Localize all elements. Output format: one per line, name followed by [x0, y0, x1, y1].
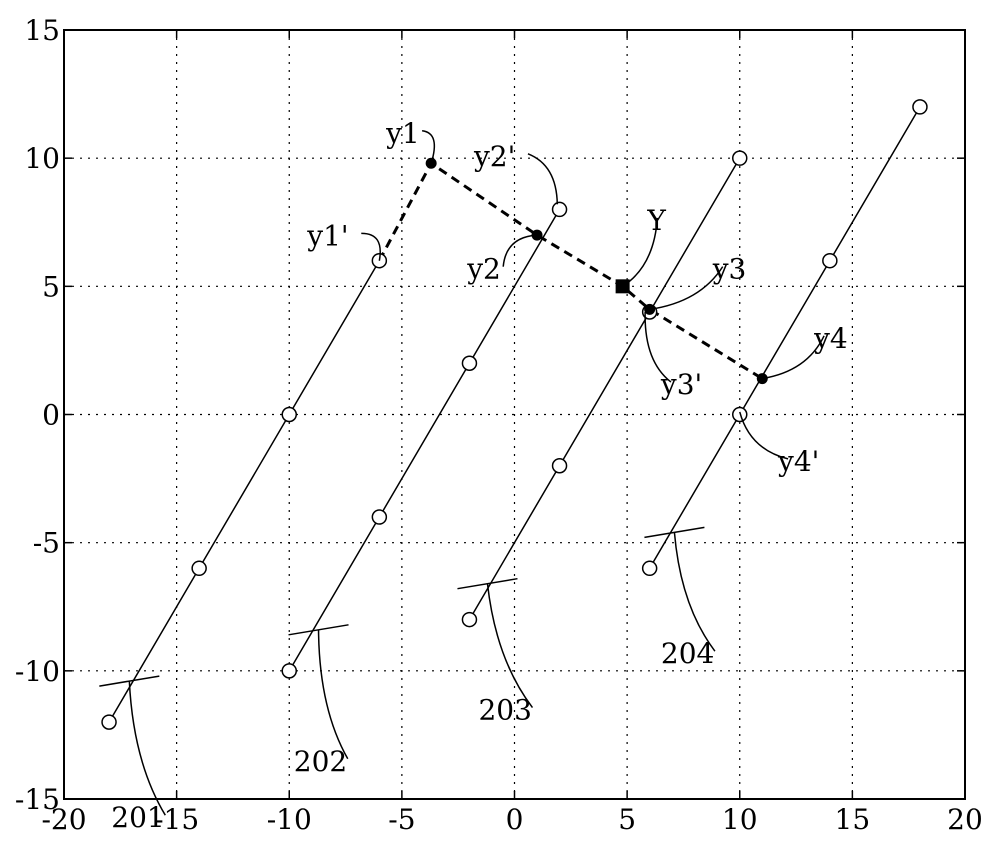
- x-tick-label: 15: [835, 803, 871, 836]
- annotation-leader: [739, 411, 789, 460]
- annotation-label: y4: [813, 322, 848, 355]
- open-circle-point: [461, 611, 478, 628]
- open-circle-point: [101, 714, 117, 730]
- series-lines: [108, 106, 921, 723]
- axis-ticks: [63, 29, 966, 800]
- annotation-label: y3': [660, 368, 702, 401]
- annotation-leader: [644, 311, 672, 383]
- open-circle-point: [551, 458, 568, 474]
- annotation-label: 203: [478, 694, 531, 727]
- annotation-leader: [317, 629, 349, 760]
- annotations: y1 y1' y2' y2 Yy3 y3' y4 y4' 201 202 203 204: [111, 117, 847, 834]
- annotation-label: y1: [385, 117, 420, 150]
- annotation-leader: [673, 532, 716, 652]
- y-tick-label: -10: [15, 655, 60, 688]
- open-circle-point: [641, 560, 658, 577]
- x-tick-label: -5: [388, 803, 415, 836]
- annotation-label: y3: [712, 253, 747, 286]
- annotation-leader: [527, 153, 559, 205]
- y-tick-label: 10: [24, 142, 60, 175]
- cross-tick-mark: [457, 577, 518, 590]
- annotation-leader: [762, 335, 825, 380]
- annotation-label: 204: [661, 637, 714, 670]
- y-tick-label: -15: [15, 783, 60, 816]
- open-circle-point: [191, 560, 207, 577]
- annotation-label: 201: [111, 801, 164, 834]
- open-circle-point: [822, 252, 838, 269]
- annotation-label: y4': [777, 445, 819, 478]
- annotation-leader: [128, 681, 166, 816]
- open-circle-point: [281, 663, 297, 679]
- x-tick-label: -10: [267, 803, 312, 836]
- x-tick-label: 10: [722, 803, 758, 836]
- open-circle-point: [732, 150, 748, 166]
- series-line: [108, 260, 380, 723]
- open-circle-point: [912, 99, 928, 115]
- x-tick-label: 5: [618, 803, 636, 836]
- y-tick-label: -5: [33, 527, 60, 560]
- open-circle-point: [461, 355, 478, 371]
- annotation-label: y2': [473, 140, 515, 173]
- x-tick-label: 20: [947, 803, 981, 836]
- series-line: [288, 209, 561, 672]
- annotation-label: 202: [294, 745, 347, 778]
- annotation-label: Y: [646, 204, 666, 237]
- annotation-leader: [421, 130, 436, 164]
- annotation-leader: [649, 266, 724, 311]
- open-circle-point: [281, 406, 297, 423]
- x-tick-label: 0: [506, 803, 524, 836]
- y-tick-label: 15: [24, 14, 60, 47]
- annotation-label: y2: [466, 253, 501, 286]
- annotation-label: y1': [306, 219, 348, 252]
- annotation-leader: [502, 234, 538, 267]
- series-line: [649, 106, 921, 569]
- x-tick-label: -20: [41, 803, 86, 836]
- dashed-path: [378, 161, 764, 380]
- y-tick-label: 5: [42, 270, 60, 303]
- open-circle-point: [371, 509, 388, 525]
- annotation-leader: [486, 583, 534, 708]
- open-circle-point: [551, 201, 568, 218]
- y-tick-label: 0: [42, 399, 60, 432]
- annotation-leader: [622, 217, 659, 287]
- annotation-leader: [361, 232, 381, 261]
- series-line: [468, 157, 741, 620]
- dashed-line: [378, 161, 764, 380]
